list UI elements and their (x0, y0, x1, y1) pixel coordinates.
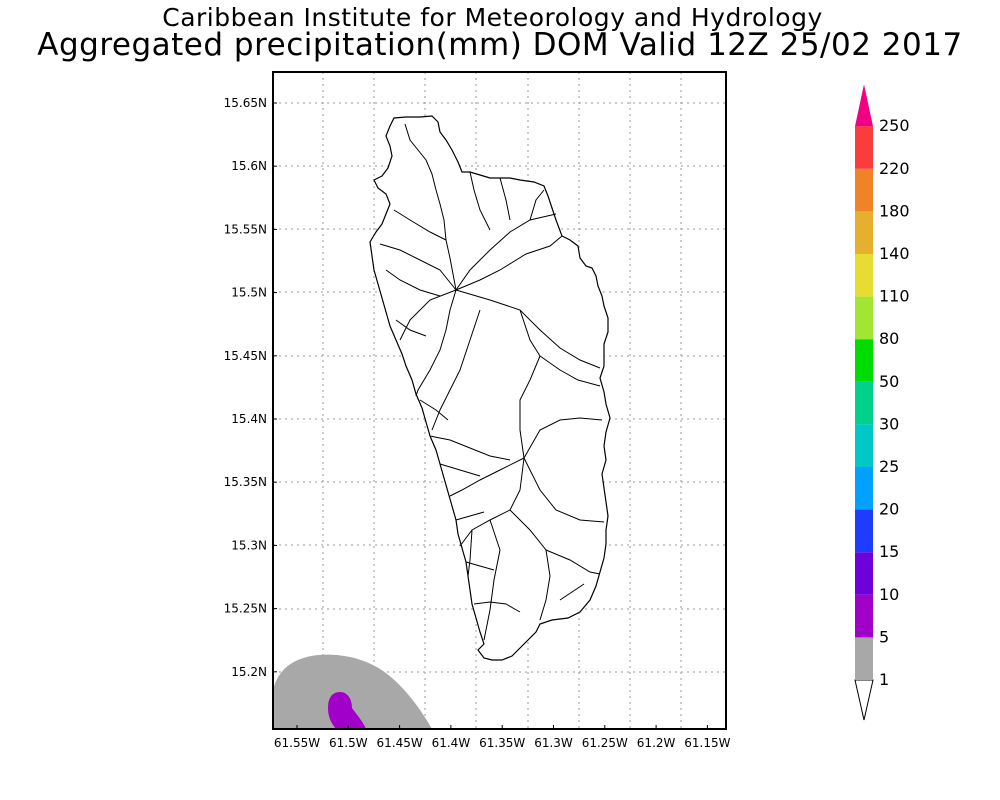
legend-color-swatch (855, 424, 873, 467)
longitude-tick-label: 61.25W (582, 736, 628, 750)
longitude-tick-label: 61.15W (684, 736, 730, 750)
legend-bin-label: 15 (879, 542, 899, 561)
legend-bin-label: 30 (879, 414, 899, 433)
latitude-tick-label: 15.35N (224, 475, 267, 489)
legend-color-swatch (855, 594, 873, 638)
longitude-tick-label: 61.45W (376, 736, 422, 750)
legend-bin-label: 50 (879, 372, 899, 391)
latitude-tick-label: 15.25N (224, 602, 267, 616)
legend-color-swatch (855, 381, 873, 425)
title-line-2: Aggregated precipitation(mm) DOM Valid 1… (37, 27, 963, 63)
dominica-island (369, 115, 611, 661)
latitude-tick-label: 15.2N (231, 665, 267, 679)
longitude-tick-label: 61.55W (274, 736, 320, 750)
legend-bin-label: 5 (879, 627, 889, 646)
legend-color-swatch (855, 254, 873, 297)
precip-area-1-5mm (273, 654, 432, 729)
longitude-tick-label: 61.2W (637, 736, 676, 750)
longitude-tick-label: 61.5W (329, 736, 368, 750)
legend-color-swatch (855, 467, 873, 510)
legend-bin-label: 1 (879, 670, 889, 689)
precip-area-5-10mm (328, 692, 366, 729)
legend-min-arrow (854, 679, 874, 721)
latitude-tick-label: 15.4N (231, 412, 267, 426)
legend-color-swatch (855, 637, 873, 680)
latitude-tick-label: 15.45N (224, 349, 267, 363)
legend-bin-label: 10 (879, 585, 899, 604)
legend-bin-label: 20 (879, 500, 899, 519)
legend-bin-label: 25 (879, 457, 899, 476)
legend-color-swatch (855, 296, 873, 340)
latitude-axis: 15.65N 15.6N 15.55N 15.5N 15.45N 15.4N 15.35N 1… (224, 96, 277, 679)
legend-bin-label: 140 (879, 244, 910, 263)
longitude-tick-label: 61.3W (534, 736, 573, 750)
latitude-tick-label: 15.65N (224, 96, 267, 110)
legend-color-swatch (855, 339, 873, 382)
latitude-tick-label: 15.6N (231, 159, 267, 173)
legend-bin-label: 110 (879, 287, 910, 306)
legend-color-swatch (855, 552, 873, 595)
longitude-tick-label: 61.4W (432, 736, 471, 750)
watershed-boundaries (379, 123, 605, 641)
latitude-tick-label: 15.55N (224, 222, 267, 236)
island-coastline (369, 115, 611, 661)
title-line-1: Caribbean Institute for Meteorology and … (162, 3, 823, 32)
legend-color-swatch (855, 168, 873, 212)
longitude-tick-label: 61.35W (479, 736, 525, 750)
legend-color-swatch (855, 509, 873, 553)
legend-color-swatch (855, 126, 873, 169)
legend-bin-label: 250 (879, 116, 910, 135)
legend-max-arrow (855, 84, 873, 127)
legend-bin-label: 80 (879, 329, 899, 348)
latitude-tick-label: 15.3N (231, 538, 267, 552)
latitude-tick-label: 15.5N (231, 286, 267, 300)
legend-bin-label: 180 (879, 201, 910, 220)
map-frame (272, 71, 727, 730)
legend-color-swatch (855, 211, 873, 254)
legend-bin-label: 220 (879, 159, 910, 178)
longitude-axis: 61.55W 61.5W 61.45W 61.4W 61.35W 61.3W 61.25W 6… (274, 725, 731, 750)
